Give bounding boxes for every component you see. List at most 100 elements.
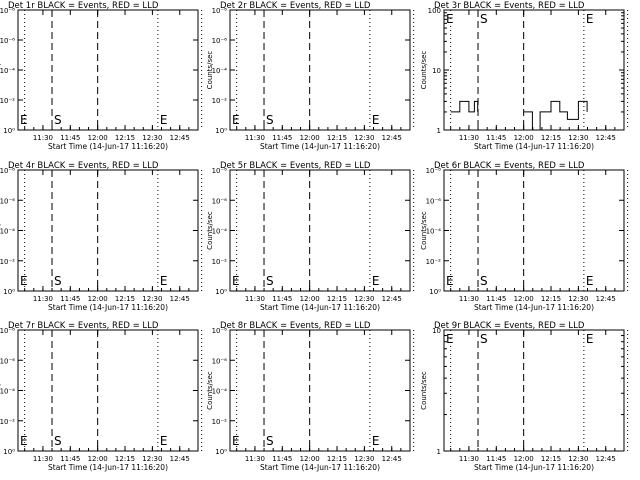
x-tick-label: 12:30 — [142, 455, 162, 463]
x-axis-label: Start Time (14-Jun-17 11:16:20) — [474, 463, 594, 472]
y-tick-label: 10⁻⁸ — [0, 7, 15, 15]
y-axis-label: Counts/sec — [420, 51, 428, 90]
x-tick-label: 12:15 — [541, 134, 561, 142]
panel-det-1: Det 1r BLACK = Events, RED = LLD 10⁰ 10⁻² 1… — [0, 1, 203, 151]
y-tick-label: 10⁻² — [212, 258, 228, 266]
event-marker-s: S — [266, 113, 274, 127]
y-tick-label: 10⁻² — [212, 418, 228, 426]
panel-title: Det 5r BLACK = Events, RED = LLD — [220, 161, 371, 171]
y-tick-label: 10⁻² — [212, 97, 228, 105]
y-tick-label: 10⁻⁸ — [0, 327, 15, 335]
x-tick-label: 11:45 — [486, 134, 506, 142]
x-tick-label: 12:45 — [382, 295, 402, 303]
x-tick-label: 12:45 — [382, 134, 402, 142]
x-axis-label: Start Time (14-Jun-17 11:16:20) — [474, 303, 594, 312]
x-tick-label: 12:30 — [354, 134, 374, 142]
x-axis-label: Start Time (14-Jun-17 11:16:20) — [48, 142, 168, 151]
x-tick-label: 12:15 — [327, 134, 347, 142]
y-axis-label: Counts/sec — [206, 51, 214, 90]
x-tick-label: 12:00 — [300, 295, 320, 303]
y-tick-label: 10⁻⁴ — [426, 228, 442, 236]
x-tick-label: 11:45 — [272, 134, 292, 142]
y-tick-label: 10⁻⁴ — [0, 228, 15, 236]
plot-frame — [17, 169, 199, 292]
x-axis-label: Start Time (14-Jun-17 11:16:20) — [48, 463, 168, 472]
x-tick-label: 12:15 — [327, 455, 347, 463]
x-tick-label: 12:30 — [142, 134, 162, 142]
x-tick-label: 12:30 — [568, 134, 588, 142]
x-tick-label: 12:00 — [88, 134, 108, 142]
y-tick-label: 10⁰ — [215, 288, 227, 296]
event-marker-e: E — [586, 12, 594, 26]
y-tick-label: 10⁻⁶ — [0, 197, 15, 205]
panel-title: Det 1r BLACK = Events, RED = LLD — [8, 1, 159, 11]
series-trace — [523, 100, 588, 131]
y-tick-label: 10⁻⁸ — [426, 167, 442, 175]
x-tick-label: 12:15 — [115, 134, 135, 142]
x-tick-label: 12:45 — [170, 134, 190, 142]
event-marker-s: S — [480, 274, 488, 288]
y-axis-label: Counts/sec — [420, 371, 428, 410]
y-tick-label: 100 — [428, 7, 441, 15]
x-tick-label: 11:45 — [60, 455, 80, 463]
x-axis-label: Start Time (14-Jun-17 11:16:20) — [260, 303, 380, 312]
event-marker-s: S — [480, 332, 488, 346]
x-axis-label: Start Time (14-Jun-17 11:16:20) — [260, 142, 380, 151]
x-tick-label: 11:30 — [33, 295, 53, 303]
event-marker-s: S — [54, 434, 62, 448]
x-tick-label: 12:00 — [88, 295, 108, 303]
x-tick-label: 12:45 — [170, 295, 190, 303]
x-tick-label: 11:45 — [60, 295, 80, 303]
panel-det-5: Det 5r BLACK = Events, RED = LLD 10⁰ 10⁻² 1… — [206, 161, 415, 312]
event-marker-e: E — [372, 434, 380, 448]
y-tick-label: 10⁻⁸ — [212, 167, 228, 175]
x-tick-label: 12:15 — [541, 295, 561, 303]
x-tick-label: 11:30 — [459, 295, 479, 303]
x-tick-label: 12:45 — [170, 455, 190, 463]
x-tick-label: 12:30 — [354, 455, 374, 463]
x-axis-label: Start Time (14-Jun-17 11:16:20) — [260, 463, 380, 472]
y-tick-label: 10⁻² — [0, 97, 15, 105]
event-marker-e: E — [586, 332, 594, 346]
event-marker-s: S — [54, 113, 62, 127]
event-marker-s: S — [480, 12, 488, 26]
panel-det-9: Det 9r BLACK = Events, RED = LLD 1 10 Count… — [420, 321, 629, 472]
event-marker-e: E — [372, 113, 380, 127]
x-tick-label: 11:30 — [33, 134, 53, 142]
x-tick-label: 12:00 — [514, 134, 534, 142]
x-axis-label: Start Time (14-Jun-17 11:16:20) — [48, 303, 168, 312]
x-tick-label: 12:45 — [382, 455, 402, 463]
x-tick-label: 11:45 — [272, 455, 292, 463]
x-tick-label: 12:15 — [541, 455, 561, 463]
x-tick-label: 11:45 — [60, 134, 80, 142]
panel-title: Det 7r BLACK = Events, RED = LLD — [8, 321, 159, 331]
panel-det-6: Det 6r BLACK = Events, RED = LLD 10⁰ 10⁻² 1… — [420, 161, 629, 312]
y-tick-label: 10⁻⁶ — [0, 37, 15, 45]
y-axis-label: Counts/sec — [206, 211, 214, 250]
x-tick-label: 12:00 — [300, 134, 320, 142]
panel-title: Det 4r BLACK = Events, RED = LLD — [8, 161, 159, 171]
y-tick-label: 10⁻⁴ — [0, 67, 15, 75]
plot-frame — [443, 169, 625, 292]
panel-title: Det 8r BLACK = Events, RED = LLD — [220, 321, 371, 331]
x-tick-label: 11:30 — [459, 455, 479, 463]
y-tick-label: 10⁰ — [215, 127, 227, 135]
x-tick-label: 12:00 — [300, 455, 320, 463]
event-marker-e: E — [20, 434, 28, 448]
y-axis-label: Counts/sec — [0, 211, 2, 250]
plot-frame — [229, 9, 411, 131]
event-marker-e: E — [372, 274, 380, 288]
panel-det-3: Det 3r BLACK = Events, RED = LLD 1 10 100 Co… — [420, 1, 629, 151]
event-marker-e: E — [586, 274, 594, 288]
x-tick-label: 12:45 — [596, 295, 616, 303]
y-tick-label: 10⁻⁸ — [0, 167, 15, 175]
y-tick-label: 10⁻⁶ — [426, 197, 442, 205]
panel-title: Det 3r BLACK = Events, RED = LLD — [434, 1, 585, 11]
y-tick-label: 10⁻⁴ — [0, 388, 15, 396]
y-tick-label: 10⁻² — [0, 258, 15, 266]
y-tick-label: 10⁻⁶ — [0, 357, 15, 365]
event-marker-e: E — [232, 274, 240, 288]
event-marker-e: E — [446, 12, 454, 26]
x-tick-label: 12:15 — [115, 455, 135, 463]
